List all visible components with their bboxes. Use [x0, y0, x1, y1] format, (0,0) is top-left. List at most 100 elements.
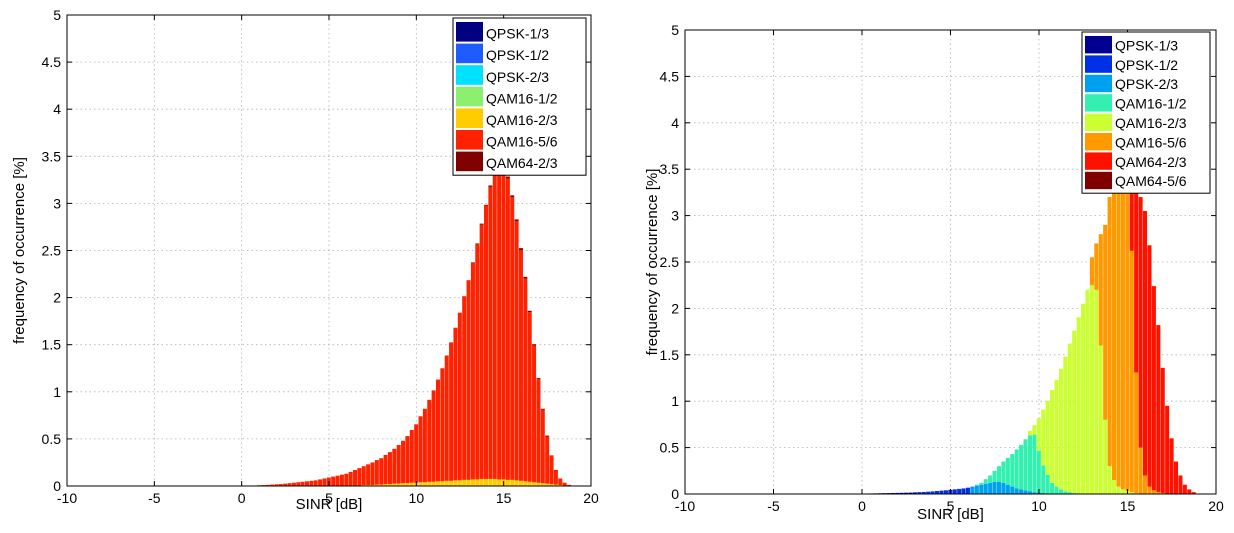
- bar-segment: [1120, 489, 1125, 494]
- bar-segment: [532, 482, 537, 486]
- legend-swatch: [1085, 55, 1112, 73]
- bar-segment: [449, 342, 454, 481]
- bar-segment: [374, 460, 379, 485]
- bar-segment: [1045, 400, 1050, 475]
- bar-segment: [1058, 489, 1063, 494]
- bar-segment: [899, 492, 904, 494]
- bar-segment: [1085, 289, 1090, 494]
- bar-segment: [453, 327, 458, 481]
- bar-segment: [1142, 210, 1148, 476]
- bar-segment: [1094, 289, 1099, 494]
- bar-segment: [1023, 439, 1028, 491]
- y-tick-label: 1.5: [42, 337, 62, 353]
- bars: [248, 166, 571, 487]
- bar-segment: [418, 482, 423, 486]
- bar-segment: [392, 483, 397, 486]
- y-tick-label: 2.5: [660, 254, 680, 270]
- x-tick-label: 10: [409, 490, 425, 506]
- bar-segment: [497, 168, 502, 480]
- bar-segment: [313, 480, 318, 486]
- bar-segment: [1147, 486, 1152, 494]
- bar-segment: [1107, 197, 1112, 467]
- bar-segment: [1054, 379, 1059, 487]
- x-tick-label: 0: [858, 498, 866, 514]
- bar-segment: [435, 379, 440, 482]
- bar-segment: [1023, 490, 1028, 494]
- bar-segment: [396, 483, 401, 486]
- y-tick-label: 3: [671, 208, 679, 224]
- bar-segment: [449, 480, 454, 486]
- bar-segment: [1050, 482, 1055, 494]
- bar-segment: [304, 481, 309, 486]
- bar-segment: [488, 478, 493, 486]
- y-axis-label: frequency of occurrence [%]: [11, 157, 28, 344]
- bar-segment: [357, 468, 362, 486]
- bar-segment: [1014, 449, 1019, 489]
- bar-segment: [1116, 161, 1121, 487]
- bar-segment: [536, 379, 541, 483]
- bar-segment: [549, 484, 554, 486]
- bar-segment: [1036, 418, 1041, 451]
- bar-segment: [1129, 167, 1134, 251]
- bar-segment: [1169, 438, 1174, 494]
- bar-segment: [952, 489, 957, 494]
- bar-segment: [1005, 457, 1010, 485]
- x-tick-label: 5: [947, 498, 955, 514]
- bar-segment: [1107, 466, 1112, 494]
- bar-segment: [431, 390, 436, 482]
- legend-swatch: [1085, 133, 1112, 151]
- bar-segment: [558, 478, 563, 486]
- bar-segment: [409, 429, 414, 483]
- bar-segment: [1129, 250, 1134, 493]
- bar-segment: [1067, 492, 1072, 494]
- bar-segment: [1041, 409, 1046, 466]
- bar-segment: [374, 484, 379, 486]
- bar-segment: [1050, 390, 1055, 483]
- legend-swatch: [1085, 152, 1112, 170]
- bar-segment: [1165, 405, 1170, 494]
- x-tick-label: 10: [1031, 498, 1047, 514]
- x-axis-label: SINR [dB]: [296, 496, 363, 513]
- bar-segment: [479, 223, 484, 225]
- bar-segment: [1191, 492, 1196, 494]
- legend-swatch: [456, 65, 483, 85]
- bar-segment: [453, 480, 458, 486]
- bar-segment: [1014, 488, 1019, 494]
- bar-segment: [532, 344, 537, 346]
- y-tick-label: 0: [671, 486, 679, 502]
- bar-segment: [514, 221, 519, 481]
- bar-segment: [1027, 430, 1033, 436]
- bar-segment: [466, 479, 471, 486]
- bar-segment: [527, 312, 532, 482]
- bar-segment: [466, 280, 471, 480]
- bar-segment: [331, 476, 336, 486]
- bar-segment: [484, 478, 489, 486]
- legend-swatch: [1085, 94, 1112, 112]
- bar-segment: [532, 345, 537, 483]
- bar-segment: [1032, 492, 1037, 494]
- bar-segment: [484, 204, 489, 206]
- bar-segment: [1160, 367, 1165, 494]
- bar-segment: [926, 491, 931, 494]
- legend-label: QAM16-1/2: [1115, 96, 1187, 112]
- bar-segment: [992, 481, 997, 494]
- x-axis: -10 -5 0 5 10 15 20: [57, 15, 599, 506]
- bar-segment: [457, 480, 462, 486]
- bar-segment: [505, 479, 510, 486]
- bar-segment: [501, 168, 506, 480]
- bar-segment: [1112, 480, 1117, 494]
- bar-segment: [536, 378, 541, 380]
- bar-segment: [462, 479, 467, 486]
- bar-segment: [523, 481, 528, 486]
- y-axis: 0 0.5 1 1.5 2 2.5 3 3.5 4 4.5 5: [42, 7, 591, 494]
- bar-segment: [492, 172, 497, 479]
- bar-segment: [1032, 425, 1037, 435]
- bar-segment: [961, 488, 966, 494]
- bar-segment: [1010, 486, 1015, 494]
- bar-segment: [518, 250, 523, 481]
- bar-segment: [1125, 175, 1130, 492]
- bar-segment: [1054, 486, 1059, 494]
- y-tick-label: 2: [671, 300, 679, 316]
- y-axis: 0 0.5 1 1.5 2 2.5 3 3.5 4 4.5 5: [660, 22, 1216, 502]
- bar-segment: [510, 197, 515, 480]
